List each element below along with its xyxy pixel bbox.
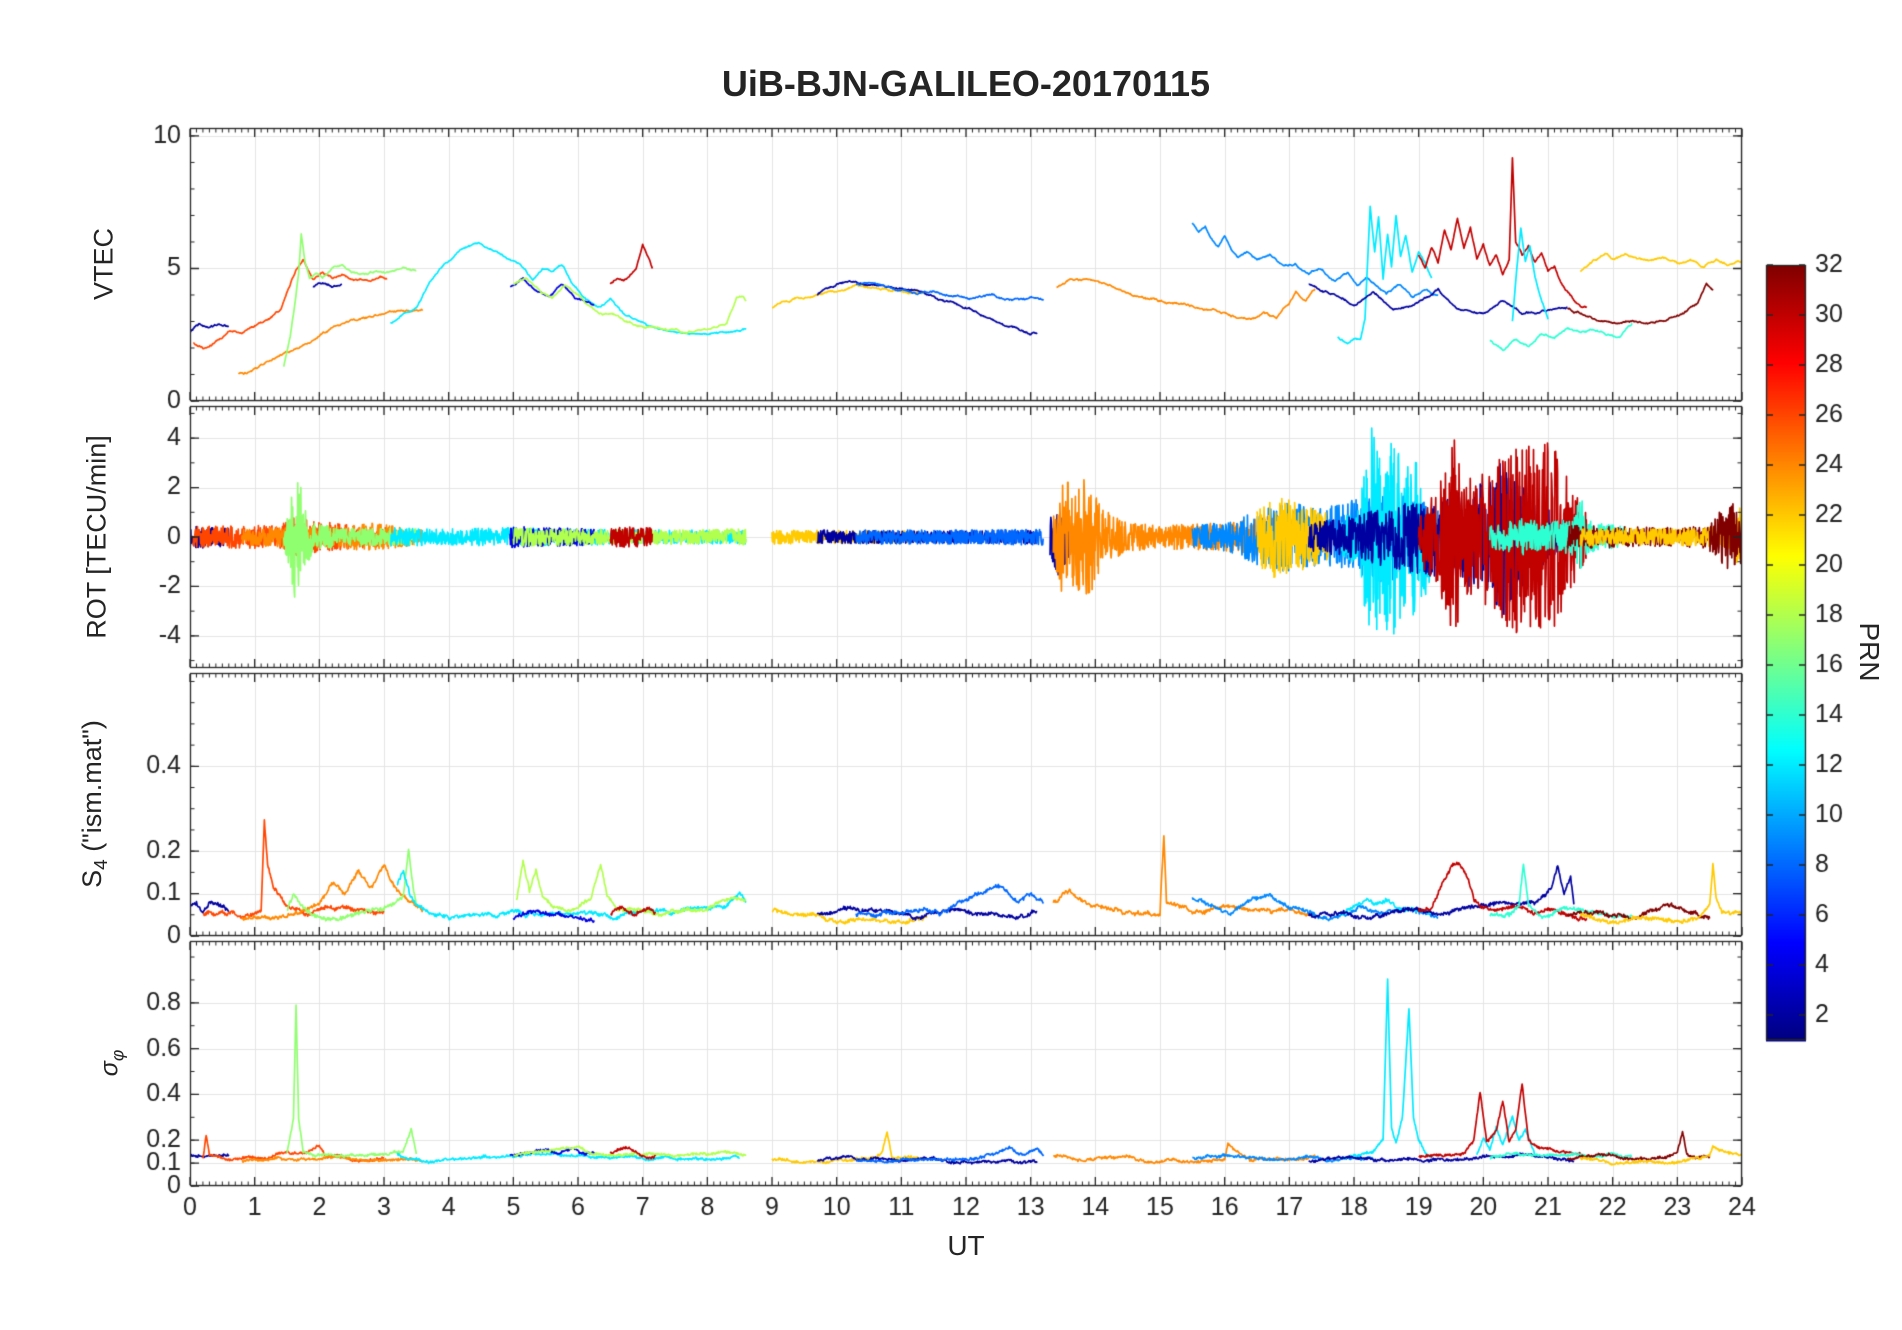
sigma-label-sub: φ	[107, 1049, 128, 1062]
s4-label-rest: ("ism.mat")	[76, 720, 107, 860]
ylabel-vtec: VTEC	[88, 227, 119, 301]
colorbar-label: PRN	[1854, 622, 1885, 682]
ylabel-rot: ROT [TECU/min]	[81, 435, 112, 639]
chart-title: UiB-BJN-GALILEO-20170115	[721, 63, 1211, 104]
s4-label-main: S	[76, 869, 107, 888]
xlabel: UT	[947, 1230, 985, 1261]
sigma-label-main: σ	[95, 1061, 124, 1077]
ylabel-sigma-phi: σφ	[96, 1050, 129, 1077]
s4-label-sub: 4	[91, 859, 113, 870]
ylabel-s4: S4 ("ism.mat")	[77, 720, 113, 888]
